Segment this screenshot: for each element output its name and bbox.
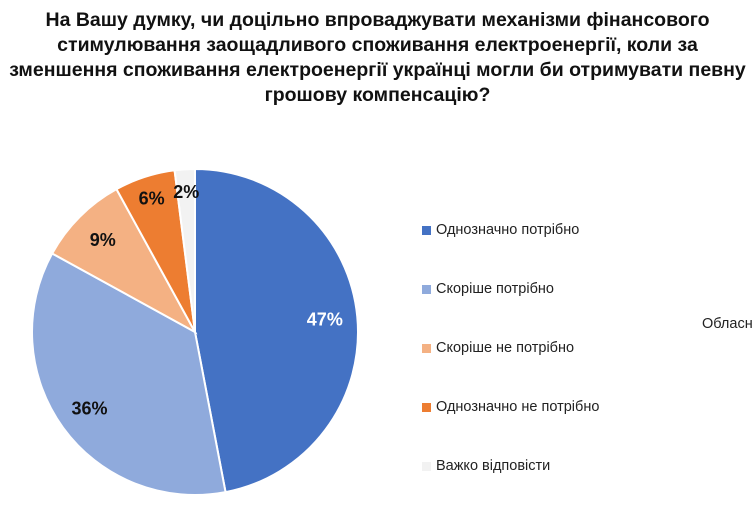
- legend-swatch: [422, 461, 431, 471]
- legend-label: Однозначно не потрібно: [436, 399, 600, 415]
- title-line: зменшення споживання електроенергії укра…: [9, 59, 746, 81]
- legend-label: Скоріше не потрібно: [436, 340, 575, 356]
- title-line: стимулювання заощадливого споживання еле…: [57, 34, 698, 56]
- legend-item: Однозначно потрібно: [422, 222, 579, 238]
- legend-label: Однозначно потрібно: [436, 222, 580, 238]
- pie-slice: [173, 167, 196, 333]
- legend-label: Скоріше потрібно: [436, 281, 554, 297]
- legend-item: Важко відповісти: [422, 458, 550, 474]
- data-label: 47%: [307, 310, 343, 330]
- legend-item: Однозначно не потрібно: [422, 399, 599, 415]
- title-line: На Вашу думку, чи доцільно впроваджувати…: [45, 9, 710, 31]
- pie-slice: [194, 167, 359, 494]
- clipped-text: Обласн: [702, 316, 753, 332]
- legend-item: Скоріше не потрібно: [422, 340, 574, 356]
- data-label: 36%: [71, 399, 107, 419]
- legend-swatch: [422, 343, 431, 353]
- chart-title: На Вашу думку, чи доцільно впроваджувати…: [0, 8, 755, 108]
- legend-label: Важко відповісти: [436, 458, 551, 474]
- title-line: грошову компенсацію?: [264, 84, 491, 106]
- pie-slice: [31, 252, 227, 496]
- legend-swatch: [422, 402, 431, 412]
- data-label: 2%: [173, 182, 199, 202]
- pie-slice: [50, 187, 198, 335]
- legend-item: Скоріше потрібно: [422, 281, 554, 297]
- data-label: 6%: [139, 189, 165, 209]
- data-label: 9%: [90, 230, 116, 250]
- legend-swatch: [422, 284, 431, 294]
- legend-swatch: [422, 225, 431, 235]
